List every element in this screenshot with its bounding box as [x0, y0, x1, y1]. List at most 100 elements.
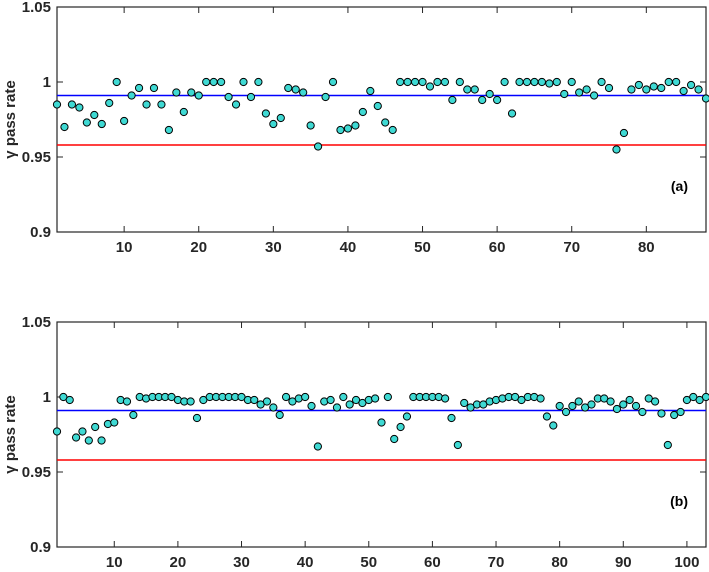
data-point-b-64 — [453, 440, 462, 450]
data-point-b-41 — [307, 401, 316, 411]
x-tick-label-a-1: 20 — [190, 239, 207, 256]
data-point-b-23 — [192, 413, 202, 423]
data-point-a-77 — [619, 128, 629, 138]
data-point-a-13 — [142, 100, 151, 109]
data-point-a-33 — [291, 85, 300, 94]
data-point-a-43 — [366, 86, 375, 96]
data-point-b-10 — [110, 418, 119, 427]
data-point-b-83 — [574, 397, 583, 406]
data-point-a-23 — [217, 77, 226, 87]
data-point-a-69 — [560, 89, 569, 99]
data-point-a-45 — [381, 118, 390, 127]
data-point-a-29 — [261, 109, 270, 118]
data-point-a-68 — [552, 77, 561, 87]
x-tick-label-a-3: 40 — [340, 239, 357, 256]
panel-b: 10 20 30 40 50 60 70 80 90 100 0.9 0.95 1 1.05 γ pas… — [2, 314, 709, 571]
data-point-b-55 — [396, 422, 405, 432]
data-point-a-11 — [127, 91, 136, 100]
data-point-b-13 — [129, 410, 138, 420]
y-tick-label-b-2: 1 — [43, 389, 51, 406]
x-tick-label-b-5: 60 — [424, 554, 441, 571]
data-point-a-64 — [522, 77, 532, 87]
data-point-b-81 — [561, 407, 571, 417]
x-tick-label-b-2: 30 — [233, 554, 250, 571]
data-point-b-103 — [701, 392, 709, 402]
data-point-a-20 — [194, 91, 203, 100]
data-point-a-5 — [82, 118, 91, 127]
data-point-a-78 — [627, 85, 636, 94]
data-point-a-47 — [396, 77, 405, 87]
x-tick-label-b-1: 20 — [170, 554, 187, 571]
data-point-a-2 — [60, 122, 69, 132]
data-point-b-37 — [281, 392, 291, 402]
data-point-a-86 — [686, 80, 696, 90]
data-point-a-40 — [343, 124, 353, 133]
data-point-b-40 — [301, 392, 310, 402]
panel-a: 10 20 30 40 50 60 70 80 0.9 0.95 1 1.05 γ pass rat… — [2, 0, 709, 256]
data-point-a-55 — [455, 77, 464, 87]
data-point-a-8 — [105, 98, 114, 108]
data-point-a-18 — [179, 107, 188, 117]
y-ticks-a: 0.9 0.95 1 1.05 — [22, 0, 706, 241]
data-point-a-85 — [679, 86, 688, 96]
data-point-a-84 — [672, 77, 681, 87]
data-point-b-32 — [250, 395, 259, 405]
data-point-b-62 — [441, 394, 450, 403]
data-point-b-7 — [91, 422, 100, 432]
data-point-a-9 — [112, 77, 121, 87]
data-point-b-52 — [377, 418, 386, 427]
data-point-a-56 — [463, 85, 472, 94]
x-tick-label-b-7: 80 — [551, 554, 568, 571]
y-tick-label-a-3: 1.05 — [22, 0, 51, 16]
data-point-a-83 — [664, 77, 673, 87]
y-tick-label-b-1: 0.95 — [22, 464, 51, 481]
data-point-b-6 — [84, 436, 93, 445]
data-point-a-58 — [478, 95, 487, 105]
data-point-a-36 — [313, 142, 323, 151]
data-point-a-14 — [149, 83, 159, 93]
x-tick-label-a-6: 70 — [563, 239, 580, 256]
data-point-b-54 — [390, 434, 399, 444]
data-point-a-66 — [537, 77, 546, 87]
data-point-b-89 — [612, 404, 622, 414]
data-point-a-65 — [530, 77, 539, 87]
data-point-a-54 — [448, 95, 457, 105]
x-tick-label-b-8: 90 — [615, 554, 632, 571]
data-point-b-35 — [269, 403, 278, 412]
data-point-a-25 — [231, 100, 241, 109]
data-point-b-90 — [619, 400, 628, 409]
data-point-a-48 — [403, 77, 412, 87]
data-point-a-7 — [97, 119, 106, 129]
data-point-b-8 — [97, 436, 106, 445]
data-point-a-46 — [388, 125, 397, 135]
data-point-b-1 — [52, 427, 62, 436]
x-tick-label-a-5: 60 — [489, 239, 506, 256]
data-point-a-38 — [328, 77, 338, 87]
data-point-a-42 — [358, 107, 367, 117]
data-point-a-30 — [269, 119, 278, 129]
reference-lines-a — [57, 94, 706, 146]
data-point-a-59 — [485, 89, 494, 99]
data-point-a-39 — [336, 125, 345, 135]
data-point-a-35 — [306, 121, 315, 130]
data-point-b-4 — [71, 433, 81, 442]
data-point-b-99 — [676, 407, 685, 417]
data-point-a-24 — [224, 92, 233, 102]
y-ticks-b: 0.9 0.95 1 1.05 — [22, 314, 706, 556]
x-tick-label-b-4: 50 — [360, 554, 377, 571]
data-point-a-87 — [694, 85, 703, 94]
data-point-a-31 — [276, 113, 285, 123]
data-point-a-6 — [90, 110, 99, 120]
y-tick-label-b-3: 1.05 — [22, 314, 51, 331]
data-point-a-88 — [701, 94, 709, 103]
data-point-a-74 — [597, 77, 606, 87]
data-points-a — [52, 77, 709, 154]
data-point-b-82 — [568, 401, 577, 411]
data-points-b — [52, 392, 709, 451]
x-tick-label-a-2: 30 — [265, 239, 282, 256]
data-point-b-88 — [606, 397, 615, 406]
data-point-a-75 — [604, 83, 614, 93]
data-point-b-34 — [262, 397, 272, 406]
data-point-a-51 — [425, 82, 435, 91]
